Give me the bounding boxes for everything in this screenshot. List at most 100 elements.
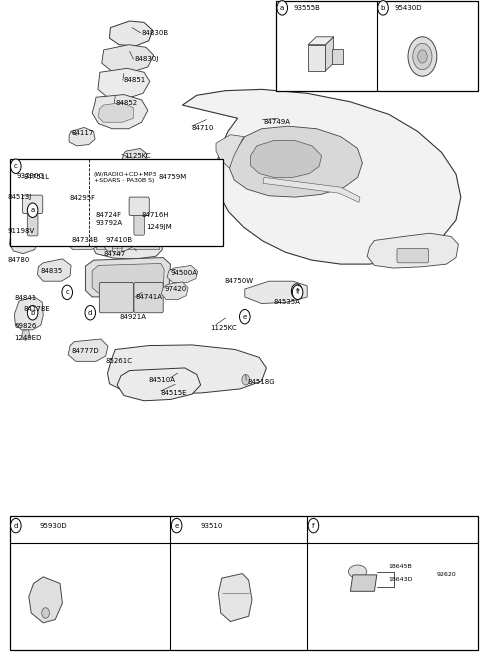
Text: 84830B: 84830B [142,30,169,36]
FancyBboxPatch shape [96,214,125,229]
Text: 18643D: 18643D [389,577,413,582]
Polygon shape [37,188,106,222]
Circle shape [27,203,38,217]
Circle shape [42,608,49,618]
Polygon shape [117,368,201,401]
Text: 93555B: 93555B [294,5,321,11]
Text: d: d [88,309,93,316]
Text: b: b [30,309,35,316]
Circle shape [27,306,38,320]
Circle shape [418,50,427,63]
Circle shape [242,374,250,385]
Bar [10,159,223,246]
Circle shape [11,518,21,533]
Ellipse shape [348,565,367,578]
Text: 84178E: 84178E [23,306,50,313]
Text: 93790G: 93790G [17,173,45,179]
Text: 84841: 84841 [14,294,36,301]
Polygon shape [85,258,170,297]
Circle shape [11,159,21,173]
Text: 95930D: 95930D [39,522,67,529]
Text: 91198V: 91198V [7,228,35,235]
Text: 84535A: 84535A [274,298,300,305]
Polygon shape [92,263,164,293]
Text: 92620: 92620 [437,572,456,578]
Polygon shape [325,37,334,71]
Polygon shape [69,127,95,146]
Text: 93510: 93510 [200,522,223,529]
Polygon shape [167,265,198,283]
FancyBboxPatch shape [96,232,159,249]
Polygon shape [92,95,148,129]
Text: 84716H: 84716H [142,212,169,219]
Text: 84518G: 84518G [247,379,275,386]
Polygon shape [109,21,153,46]
Text: f: f [296,289,299,296]
Text: 95430D: 95430D [395,5,422,11]
Circle shape [291,284,302,298]
Text: 1125KC: 1125KC [124,153,150,160]
Polygon shape [155,163,198,184]
FancyBboxPatch shape [128,214,157,229]
Polygon shape [332,49,343,64]
Polygon shape [308,37,334,45]
Text: 84921A: 84921A [119,313,146,320]
Text: 69826: 69826 [14,323,37,329]
Polygon shape [367,233,458,268]
Text: 84513J: 84513J [7,194,32,200]
Text: 84759M: 84759M [158,174,187,181]
Polygon shape [68,339,108,361]
Polygon shape [122,148,147,166]
Text: 1249JM: 1249JM [146,223,172,230]
Bar [10,516,478,650]
Circle shape [308,518,319,533]
Text: 84724F: 84724F [96,212,122,219]
Text: b: b [381,5,385,11]
Text: 84751L: 84751L [24,174,50,181]
Text: 97410B: 97410B [106,237,133,244]
Text: 84747: 84747 [103,250,125,257]
Circle shape [240,309,250,324]
FancyBboxPatch shape [27,207,38,236]
Polygon shape [216,135,244,168]
FancyBboxPatch shape [134,283,163,313]
Polygon shape [108,345,266,394]
Text: (W/RADIO+CD+MP3
+SDARS - PA30B S): (W/RADIO+CD+MP3 +SDARS - PA30B S) [94,172,157,183]
Polygon shape [18,166,54,185]
Circle shape [378,1,388,15]
Polygon shape [22,330,30,340]
Text: 84777D: 84777D [71,348,99,354]
Text: 84830J: 84830J [134,56,159,62]
FancyBboxPatch shape [134,209,144,235]
Polygon shape [139,214,164,230]
Polygon shape [37,259,71,281]
Polygon shape [98,102,133,122]
Text: 1249ED: 1249ED [14,334,42,341]
Polygon shape [102,231,135,251]
Text: c: c [14,163,18,170]
Circle shape [413,43,432,70]
Text: 93792A: 93792A [96,220,123,227]
Circle shape [171,518,182,533]
Text: 84749A: 84749A [264,118,291,125]
Text: 84295F: 84295F [70,195,96,202]
Text: 18645B: 18645B [389,564,412,569]
Polygon shape [46,193,98,215]
Circle shape [62,285,72,300]
Text: a: a [31,207,35,214]
Polygon shape [182,89,461,264]
Polygon shape [350,575,377,591]
Text: a: a [280,5,284,11]
Polygon shape [218,574,252,622]
Text: 84750W: 84750W [225,278,254,284]
Text: f: f [295,288,298,294]
Text: 84710: 84710 [192,125,215,131]
Text: e: e [243,313,247,320]
Text: 84851: 84851 [124,77,146,83]
Polygon shape [308,45,325,71]
Circle shape [112,242,122,255]
Text: 84852: 84852 [115,100,137,106]
Polygon shape [251,141,322,177]
Polygon shape [161,282,188,300]
Polygon shape [91,214,118,230]
